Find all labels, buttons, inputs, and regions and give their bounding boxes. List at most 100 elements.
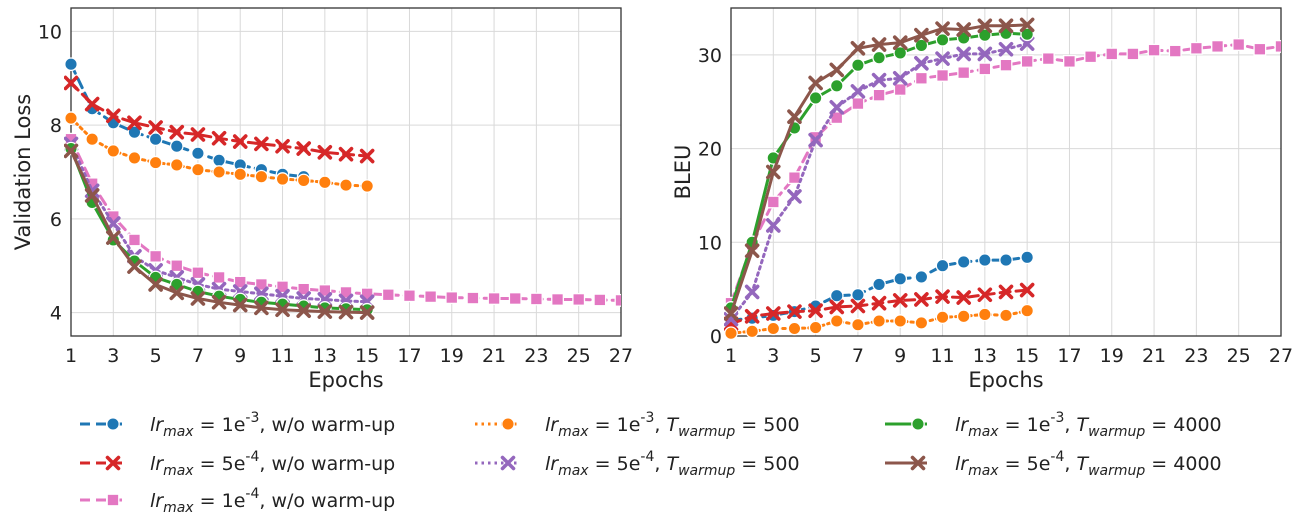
data-point <box>724 326 738 341</box>
data-point <box>487 292 501 305</box>
legend-marker <box>105 455 121 471</box>
data-point <box>232 134 248 149</box>
data-point <box>190 291 206 306</box>
data-point <box>127 115 142 131</box>
data-point <box>998 284 1014 300</box>
data-point <box>170 259 184 273</box>
data-point <box>956 46 971 62</box>
data-point <box>766 195 780 209</box>
data-point <box>191 162 205 177</box>
data-point <box>190 127 206 142</box>
data-point <box>169 139 184 154</box>
data-point <box>871 37 887 52</box>
data-point <box>1189 41 1203 55</box>
series-lr5e4_warm500 <box>724 36 1035 327</box>
legend-marker <box>500 455 516 471</box>
legend-marker <box>106 493 120 507</box>
data-point <box>977 287 993 303</box>
x-tick-label: 1 <box>725 345 737 367</box>
data-point <box>787 189 802 204</box>
data-point <box>275 302 290 318</box>
legend-item-lr5e4_nowarm <box>80 455 122 471</box>
x-tick-label: 25 <box>1227 345 1251 367</box>
series-lr5e4_warm4000 <box>64 143 375 320</box>
data-point <box>914 316 929 330</box>
data-point <box>360 179 375 193</box>
data-point <box>956 290 971 305</box>
data-point <box>1253 42 1267 56</box>
data-point <box>254 136 269 152</box>
x-tick-label: 19 <box>440 345 464 367</box>
data-point <box>744 284 760 300</box>
data-point <box>935 289 950 304</box>
data-point <box>978 62 992 76</box>
y-tick-label: 0 <box>710 326 722 348</box>
data-point <box>339 178 353 192</box>
data-point <box>1168 44 1182 58</box>
data-point <box>445 291 459 305</box>
data-point <box>254 278 268 291</box>
data-point <box>317 304 333 319</box>
series-lr1e3_warm4000 <box>724 26 1035 315</box>
data-point <box>872 88 886 102</box>
series-lr1e4_nowarm <box>64 132 621 307</box>
data-point <box>808 320 823 335</box>
plot-frame <box>730 7 1282 337</box>
data-point <box>893 83 907 96</box>
data-point <box>829 288 844 303</box>
data-point <box>999 308 1013 323</box>
data-point <box>829 62 845 78</box>
x-tick-label: 23 <box>524 345 548 367</box>
data-point <box>850 40 866 56</box>
data-point <box>1084 50 1098 64</box>
data-point <box>381 288 395 302</box>
data-point <box>872 314 886 328</box>
data-point <box>766 218 781 233</box>
data-point <box>766 164 781 180</box>
data-point <box>149 249 163 263</box>
data-point <box>808 132 823 148</box>
data-point <box>212 270 226 284</box>
y-tick-label: 10 <box>38 21 62 43</box>
y-axis-label: BLEU <box>671 145 695 200</box>
x-axis-label: Epochs <box>968 368 1043 392</box>
data-point <box>254 300 269 316</box>
legend-label: lrmax​ = 1e-3​, w/o warm-up <box>150 410 395 440</box>
data-point <box>745 324 760 339</box>
data-point <box>999 253 1013 267</box>
data-point <box>893 46 908 60</box>
data-point <box>766 321 781 336</box>
data-point <box>1041 52 1055 66</box>
series-line <box>729 43 1281 305</box>
x-tick-label: 7 <box>852 345 864 367</box>
data-point <box>127 125 142 140</box>
data-point <box>169 158 184 172</box>
data-point <box>508 292 522 305</box>
data-point <box>808 75 823 91</box>
data-point <box>1020 27 1035 42</box>
data-point <box>64 143 79 159</box>
data-point <box>914 38 929 53</box>
data-point <box>892 70 908 86</box>
x-tick-label: 13 <box>313 345 337 367</box>
x-tick-label: 11 <box>270 345 294 367</box>
validation-loss-chart: 1 3 5 7 9 11 13 15 17 19 21 23 25 2746810EpochsValida… <box>11 7 633 392</box>
data-point <box>914 71 928 85</box>
x-tick-label: 1 <box>65 345 77 367</box>
data-point <box>936 69 949 82</box>
data-point <box>977 307 992 322</box>
legend-marker <box>911 417 925 431</box>
data-point <box>998 41 1014 57</box>
legend-marker <box>106 417 120 431</box>
data-point <box>998 18 1014 34</box>
data-point <box>808 303 823 318</box>
x-tick-label: 21 <box>482 345 506 367</box>
data-point <box>977 28 992 43</box>
data-point <box>871 72 887 88</box>
data-point <box>851 58 865 73</box>
data-point <box>1019 17 1035 33</box>
series-lr5e4_nowarm <box>64 75 375 164</box>
data-point <box>128 233 141 247</box>
data-point <box>935 33 950 47</box>
